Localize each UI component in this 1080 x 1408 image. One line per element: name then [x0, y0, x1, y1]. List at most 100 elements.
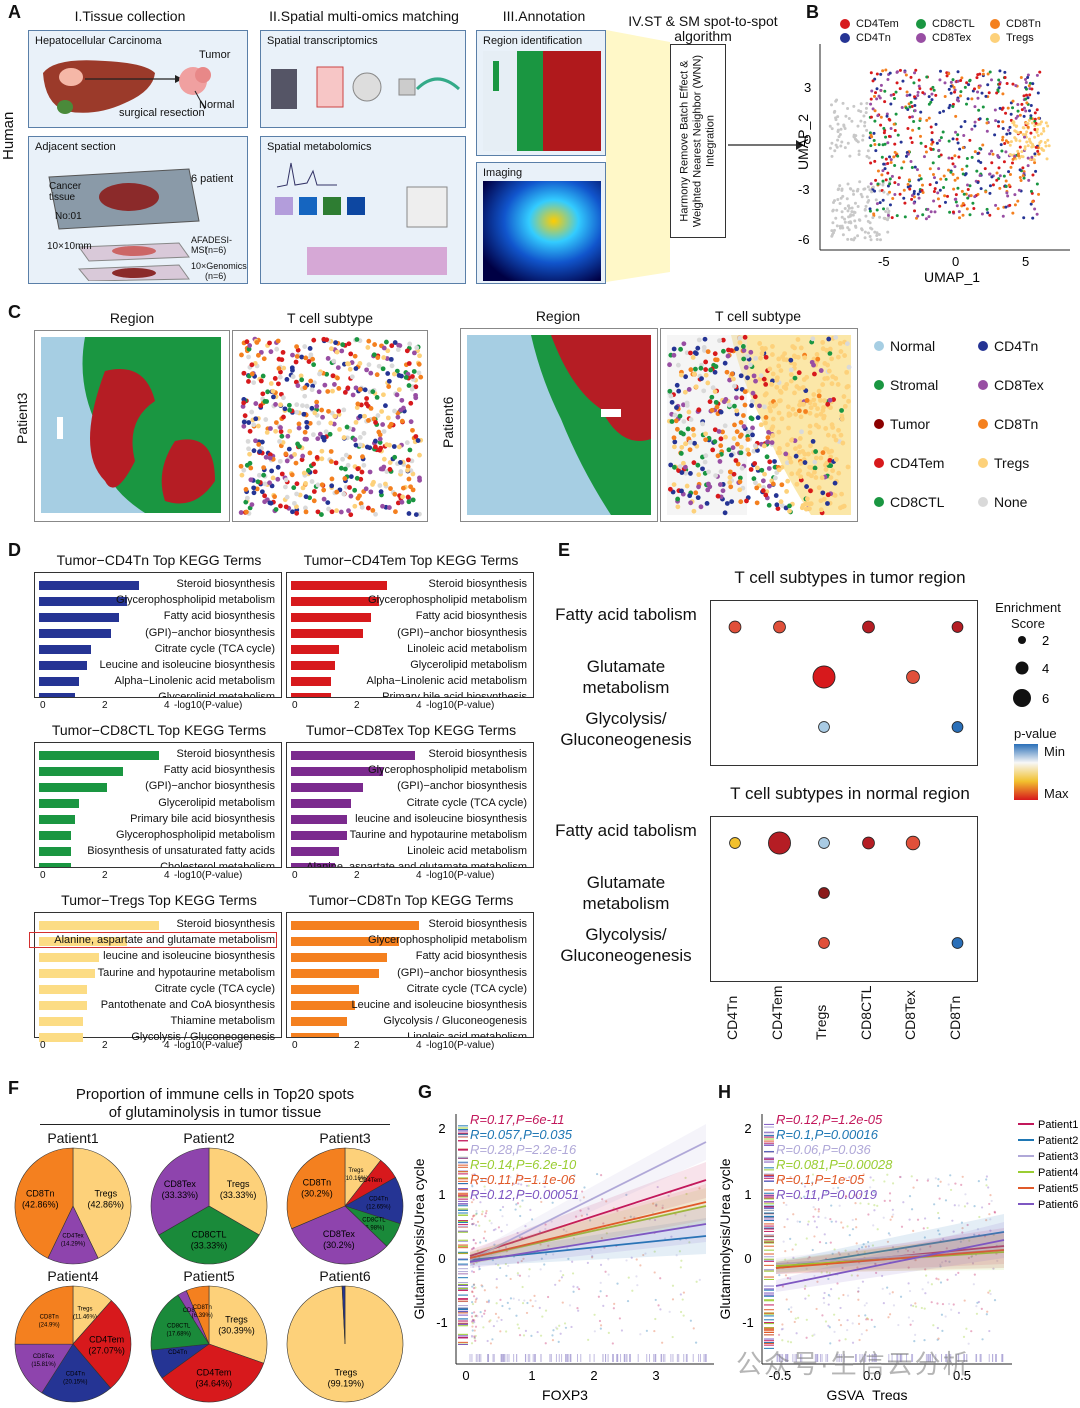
tcell-spot [284, 458, 290, 464]
pie-slice-pct: (17.68%) [167, 1331, 191, 1337]
tcell-spot [774, 375, 780, 381]
tcell-spot [679, 470, 685, 475]
scatter-point [793, 1320, 796, 1324]
umap-point [834, 99, 838, 103]
umap-point [964, 172, 968, 176]
tcell-spot [367, 469, 373, 475]
scatter-point [516, 1173, 519, 1176]
umap-point [931, 140, 935, 144]
legend-swatch [978, 341, 988, 351]
umap-point [985, 121, 989, 125]
scatter-point [684, 1176, 687, 1179]
umap-point [909, 136, 913, 140]
tcell-spot [278, 503, 283, 509]
umap-point [993, 108, 997, 112]
tcell-spot [735, 441, 740, 447]
tcell-spot [394, 368, 400, 374]
scatter-point [850, 1274, 853, 1277]
umap-point [1046, 124, 1050, 128]
kegg-axis: 0 2 4 -log10(P-value) [34, 700, 284, 712]
tcell-spot [757, 403, 762, 409]
tcell-spot [742, 402, 748, 408]
umap-point [937, 167, 941, 171]
scatter-point [481, 1210, 484, 1213]
tcell-spot [773, 493, 779, 498]
patient3-label: Patient3 [14, 392, 30, 444]
tcell-spot [405, 467, 410, 473]
umap-point [884, 210, 888, 214]
tcell-spot [304, 403, 310, 409]
tcell-spot [795, 354, 801, 360]
scatter-point [587, 1207, 590, 1210]
legend-label: Normal [890, 338, 936, 354]
legend-label: Patient2 [1038, 1135, 1078, 1147]
tcell-spot [686, 409, 692, 415]
umap-point [836, 138, 840, 142]
scatter-point [973, 1273, 976, 1276]
tcell-spot [304, 424, 310, 430]
tcell-spot [290, 367, 295, 373]
umap-point [865, 128, 869, 132]
scatter-point [858, 1338, 861, 1342]
scatter-point [818, 1241, 822, 1244]
tcell-spot [807, 423, 813, 429]
tcell-spot [839, 408, 844, 413]
tcell-spot [738, 499, 744, 505]
scatter-point [867, 1202, 870, 1205]
umap-point [990, 78, 994, 82]
kegg-term: Fatty acid biosynthesis [163, 764, 275, 777]
tcell-spot [762, 392, 768, 398]
tumor-label: Tumor [199, 49, 231, 61]
tcell-spot [302, 385, 308, 391]
scatter-point [814, 1208, 817, 1211]
kegg-term: (GPI)−anchor biosynthesis [397, 780, 527, 793]
scatter-point [867, 1245, 870, 1248]
scatter-point [948, 1260, 951, 1263]
tcell-spot [258, 349, 264, 355]
scatter-point [495, 1302, 498, 1305]
tcell-spot [368, 370, 374, 376]
legend-cd4tem: CD4Tem [856, 18, 899, 30]
scatter-point [993, 1299, 997, 1302]
umap-point [961, 213, 965, 217]
scatter-point [521, 1302, 525, 1305]
umap-point [875, 97, 879, 101]
pie-slice [72, 1300, 132, 1389]
tcell-spot [418, 374, 424, 380]
tcell-spot [341, 491, 347, 497]
tcell-spot [728, 484, 734, 490]
tcell-spot [820, 408, 826, 413]
tcell-spot [283, 504, 289, 510]
scatter-point [863, 1251, 866, 1254]
tcell-spot [784, 489, 790, 494]
umap-point [1020, 102, 1024, 106]
scatter-point [851, 1228, 855, 1231]
umap-point [921, 213, 925, 217]
umap-point [986, 72, 990, 76]
p6-region-title: Region [535, 308, 581, 324]
scatter-point [829, 1218, 832, 1221]
scatter-point [882, 1301, 885, 1305]
tcell-spot [754, 485, 760, 491]
tcell-spot [761, 443, 767, 449]
tcell-spot [683, 441, 689, 447]
scatter-point [474, 1286, 477, 1289]
tcell-spot [241, 370, 247, 376]
tcell-spot [311, 337, 317, 343]
scatter-point [564, 1326, 568, 1329]
umap-point [849, 237, 853, 241]
tcell-spot [731, 471, 737, 477]
tcell-spot [830, 468, 836, 474]
scatter-point [851, 1322, 854, 1325]
tcell-spot [803, 409, 808, 414]
kegg-term: leucine and isoleucine biosynthesis [103, 950, 275, 963]
scatter-point [828, 1271, 831, 1275]
umap-point [892, 122, 896, 126]
scatter-point [911, 1319, 914, 1323]
scatter-point [961, 1175, 964, 1178]
scatter-point [954, 1273, 957, 1276]
tcell-spot [238, 510, 244, 515]
tcell-spot [319, 456, 325, 462]
scatter-point [988, 1213, 991, 1216]
scatter-point [939, 1180, 942, 1183]
